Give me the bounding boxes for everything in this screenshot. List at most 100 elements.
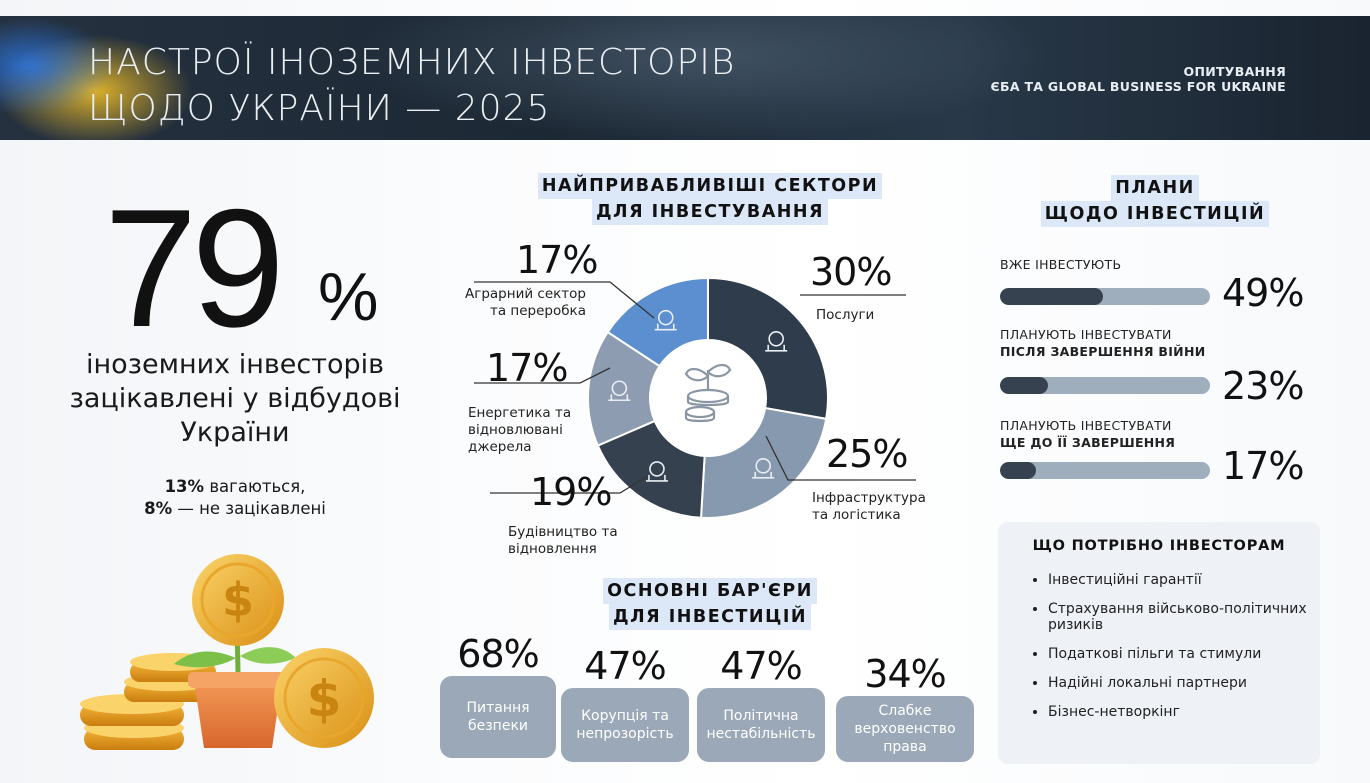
plan-before-end-label-line-2: ЩЕ ДО ЇЇ ЗАВЕРШЕННЯ [1000, 435, 1176, 450]
survey-source: ОПИТУВАННЯ ЄБА ТА GLOBAL BUSINESS FOR UK… [991, 64, 1286, 94]
sector-agro-label-line-2: та переробка [489, 303, 586, 319]
hesitant-line: 13% вагаються, [40, 476, 430, 498]
sector-infrastructure-label-line-1: Інфраструктура [812, 490, 926, 506]
plans-heading-line-1: ПЛАНИ [1111, 175, 1199, 201]
list-item: Бізнес-нетворкінг [1048, 704, 1328, 720]
sector-construction-pct: 19% [530, 470, 612, 514]
plan-before-end-label: ПЛАНУЮТЬ ІНВЕСТУВАТИ ЩЕ ДО ЇЇ ЗАВЕРШЕННЯ [1000, 417, 1175, 451]
donut-center [650, 340, 766, 456]
barrier-security-box: Питання безпеки [440, 676, 556, 758]
plan-before-end-bar-fill [1000, 462, 1036, 479]
headline-line-1: іноземних інвесторів [85, 349, 385, 380]
title-line-2: ЩОДО УКРАЇНИ — 2025 [88, 88, 551, 129]
barrier-security-line-2: безпеки [467, 718, 528, 734]
plan-before-end-bar [1000, 462, 1210, 479]
sector-energy-label: Енергетика та відновлювані джерела [468, 405, 571, 456]
barrier-corruption-line-2: непрозорість [576, 726, 674, 742]
barrier-rule-of-law: 34% Слабке верховенство права [836, 652, 974, 762]
title-line-1: НАСТРОЇ ІНОЗЕМНИХ ІНВЕСТОРІВ [88, 42, 736, 83]
investor-needs-title: ЩО ПОТРІБНО ІНВЕСТОРАМ [1032, 538, 1286, 554]
sectors-donut-chart [588, 278, 828, 518]
investor-needs-box: ЩО ПОТРІБНО ІНВЕСТОРАМ Інвестиційні гара… [998, 522, 1320, 764]
barriers-heading-line-2: ДЛЯ ІНВЕСТИЦІЙ [609, 604, 811, 630]
renewable-energy-icon [608, 380, 631, 402]
sector-services-label-line-1: Послуги [816, 307, 875, 323]
plan-after-war-pct: 23% [1222, 364, 1304, 408]
sector-energy-label-line-3: джерела [468, 439, 532, 455]
headline-line-3: України [180, 417, 290, 448]
sector-infrastructure-label: Інфраструктура та логістика [812, 490, 926, 524]
sector-energy-label-line-2: відновлювані [468, 422, 563, 438]
barrier-rule-of-law-line-2: верховенство [854, 721, 956, 737]
hesitant-text: вагаються, [204, 477, 306, 496]
barrier-security: 68% Питання безпеки [440, 632, 556, 758]
sector-construction-label-line-1: Будівництво та [508, 524, 618, 540]
survey-line-1: ОПИТУВАННЯ [1183, 64, 1286, 79]
barrier-rule-of-law-line-3: права [883, 739, 927, 755]
barrier-corruption-pct: 47% [584, 644, 666, 688]
not-interested-line: 8% — не зацікавлені [40, 498, 430, 520]
plan-already-bar [1000, 288, 1210, 305]
plan-already-label: ВЖЕ ІНВЕСТУЮТЬ [1000, 256, 1121, 273]
plan-after-war-label: ПЛАНУЮТЬ ІНВЕСТУВАТИ ПІСЛЯ ЗАВЕРШЕННЯ ВІ… [1000, 326, 1205, 360]
sector-infrastructure-pct: 25% [826, 432, 908, 476]
svg-text:$: $ [222, 573, 254, 627]
sector-services-pct: 30% [810, 250, 892, 294]
page-title: НАСТРОЇ ІНОЗЕМНИХ ІНВЕСТОРІВ ЩОДО УКРАЇН… [88, 40, 735, 132]
plan-already-pct: 49% [1222, 271, 1304, 315]
barrier-rule-of-law-box: Слабке верховенство права [836, 696, 974, 762]
headline-value: 79 [104, 174, 285, 362]
sector-energy-label-line-1: Енергетика та [468, 405, 572, 421]
barrier-corruption-box: Корупція та непрозорість [561, 688, 689, 762]
sector-infrastructure-label-line-2: та логістика [812, 507, 901, 523]
list-item: Надійні локальні партнери [1048, 675, 1328, 691]
header-banner: НАСТРОЇ ІНОЗЕМНИХ ІНВЕСТОРІВ ЩОДО УКРАЇН… [0, 16, 1370, 140]
sector-construction-label: Будівництво та відновлення [508, 524, 618, 558]
headline-caption: іноземних інвесторів зацікавлені у відбу… [40, 348, 430, 450]
list-item: Податкові пільги та стимули [1048, 646, 1328, 662]
headline-unit: % [318, 259, 379, 335]
crane-truck-icon [752, 458, 775, 479]
investor-needs-list: Інвестиційні гарантії Страхування військ… [1028, 572, 1328, 733]
sector-agro-pct: 17% [516, 238, 598, 282]
barrier-political-line-2: нестабільність [706, 726, 816, 742]
barrier-corruption: 47% Корупція та непрозорість [561, 644, 689, 762]
sector-agro-label: Аграрний сектор та переробка [440, 286, 586, 320]
coins-plant-icon: $ $ [80, 554, 374, 750]
sectors-heading-line-1: НАЙПРИВАБЛИВІШІ СЕКТОРИ [537, 173, 883, 199]
farm-icon [654, 309, 677, 331]
construction-crane-icon [645, 461, 668, 482]
sectors-heading: НАЙПРИВАБЛИВІШІ СЕКТОРИ ДЛЯ ІНВЕСТУВАННЯ [470, 173, 950, 225]
barriers-heading: ОСНОВНІ БАР'ЄРИ ДЛЯ ІНВЕСТИЦІЙ [500, 578, 920, 630]
plan-after-war-bar [1000, 377, 1210, 394]
plan-before-end-pct: 17% [1222, 444, 1304, 488]
barrier-political: 47% Політична нестабільність [697, 644, 825, 762]
barrier-security-pct: 68% [457, 632, 539, 676]
survey-line-2: ЄБА ТА GLOBAL BUSINESS FOR UKRAINE [990, 79, 1286, 94]
barriers-heading-line-1: ОСНОВНІ БАР'ЄРИ [603, 578, 817, 604]
barrier-rule-of-law-pct: 34% [864, 652, 946, 696]
hesitant-pct: 13% [164, 477, 205, 496]
not-interested-text: — не зацікавлені [172, 499, 326, 518]
sector-construction-label-line-2: відновлення [508, 541, 597, 557]
barrier-rule-of-law-line-1: Слабке [878, 703, 932, 719]
plan-after-war-label-line-1: ПЛАНУЮТЬ ІНВЕСТУВАТИ [1000, 327, 1172, 342]
plan-already-label-line-1: ВЖЕ ІНВЕСТУЮТЬ [1000, 257, 1122, 272]
sector-agro-label-line-1: Аграрний сектор [465, 286, 586, 302]
plan-already-bar-fill [1000, 288, 1103, 305]
barrier-security-line-1: Питання [466, 700, 530, 716]
not-interested-pct: 8% [144, 499, 173, 518]
headline-details: 13% вагаються, 8% — не зацікавлені [40, 476, 430, 520]
plan-before-end-label-line-1: ПЛАНУЮТЬ ІНВЕСТУВАТИ [1000, 418, 1172, 433]
sectors-heading-line-2: ДЛЯ ІНВЕСТУВАННЯ [591, 199, 829, 225]
list-item: Страхування військово-політичних ризиків [1048, 601, 1328, 633]
sector-energy-pct: 17% [486, 346, 568, 390]
plans-heading-line-2: ЩОДО ІНВЕСТИЦІЙ [1040, 201, 1270, 227]
gears-hand-icon [765, 330, 788, 352]
plan-after-war-label-line-2: ПІСЛЯ ЗАВЕРШЕННЯ ВІЙНИ [1000, 344, 1206, 359]
plan-after-war-bar-fill [1000, 377, 1049, 394]
plans-heading: ПЛАНИ ЩОДО ІНВЕСТИЦІЙ [1000, 175, 1310, 227]
headline-line-2: зацікавлені у відбудові [69, 383, 401, 414]
list-item: Інвестиційні гарантії [1048, 572, 1328, 588]
